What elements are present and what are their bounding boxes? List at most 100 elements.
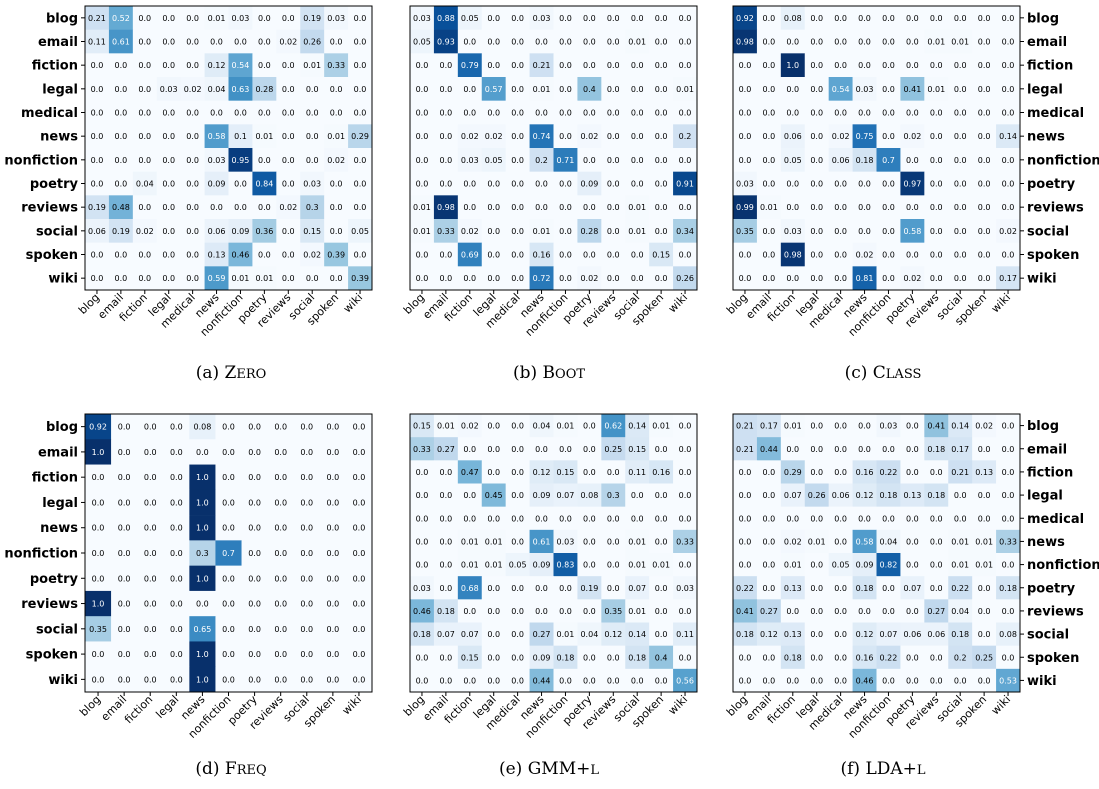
cell-value-label: 0.0 [330, 203, 343, 212]
cell-value-label: 0.0 [162, 227, 175, 236]
cell-value-label: 0.18 [437, 607, 455, 616]
heatmap-cell [948, 53, 973, 78]
heatmap-cell [601, 622, 626, 646]
heatmap-cell [601, 100, 626, 125]
heatmap-cell [852, 553, 877, 577]
cell-value-label: 0.0 [274, 675, 287, 684]
cell-value-label: 0.0 [274, 650, 287, 659]
heatmap-cell [410, 414, 435, 438]
cell-value-label: 0.0 [631, 491, 644, 500]
cell-value-label: 0.17 [951, 445, 969, 454]
heatmap-cell [252, 195, 277, 220]
cell-value-label: 0.0 [655, 38, 668, 47]
heatmap-cell [505, 576, 530, 600]
heatmap-cell [852, 460, 877, 484]
cell-value-label: 0.0 [487, 445, 500, 454]
heatmap-cell [948, 599, 973, 623]
cell-value-label: 0.0 [834, 14, 847, 23]
caption-small-caps: OOT [555, 367, 585, 382]
cell-value-label: 0.13 [975, 468, 993, 477]
heatmap-cell [111, 464, 138, 491]
cell-value-label: 0.0 [248, 524, 261, 533]
caption-small-caps: REQ [237, 763, 267, 778]
cell-value-label: 0.0 [559, 251, 572, 260]
heatmap-cell [276, 195, 301, 220]
heatmap-cell [324, 219, 349, 243]
heatmap-cell [137, 489, 164, 516]
cell-value-label: 0.0 [906, 38, 919, 47]
cell-value-label: 0.06 [832, 491, 850, 500]
cell-value-label: 0.18 [927, 491, 945, 500]
cell-value-label: 0.0 [440, 274, 453, 283]
panel-caption: (d) FREQ [195, 759, 266, 779]
cell-value-label: 0.25 [604, 445, 622, 454]
heatmap-cell [601, 195, 626, 220]
cell-value-label: 0.97 [903, 180, 921, 189]
caption-prefix: (a) [196, 363, 225, 383]
cell-value-label: 0.0 [679, 251, 692, 260]
cell-value-label: 0.0 [607, 468, 620, 477]
heatmap-cell [189, 590, 216, 617]
heatmap-cell [673, 77, 698, 101]
heatmap-cell [180, 100, 205, 125]
heatmap-cell [276, 100, 301, 125]
cell-value-label: 0.0 [906, 561, 919, 570]
heatmap-cell [996, 195, 1021, 220]
heatmap-cell [996, 622, 1021, 646]
heatmap-cell [156, 195, 181, 220]
cell-value-label: 0.0 [282, 132, 295, 141]
heatmap-cell [852, 77, 877, 101]
cell-value-label: 0.0 [763, 676, 776, 685]
heatmap-cell [241, 616, 268, 642]
cell-value-label: 0.0 [763, 14, 776, 23]
cell-value-label: 0.0 [535, 445, 548, 454]
heatmap-cell [924, 553, 949, 577]
heatmap-cell [319, 590, 347, 617]
heatmap-cell [410, 100, 435, 125]
heatmap-cell [673, 148, 698, 172]
heatmap-cell [241, 565, 268, 592]
cell-value-label: 0.0 [882, 251, 895, 260]
cell-value-label: 0.0 [210, 109, 223, 118]
cell-value-label: 0.0 [118, 524, 131, 533]
row-label: fiction [32, 471, 78, 486]
heatmap-cell [433, 148, 459, 172]
cell-value-label: 0.03 [736, 180, 754, 189]
heatmap-cell [108, 242, 134, 267]
cell-value-label: 0.98 [784, 251, 802, 260]
heatmap-cell [529, 171, 554, 196]
cell-value-label: 0.0 [559, 676, 572, 685]
cell-value-label: 0.0 [882, 14, 895, 23]
cell-value-label: 0.0 [1002, 653, 1015, 662]
heatmap-cell [804, 576, 829, 600]
cell-value-label: 0.92 [736, 14, 754, 23]
heatmap-cell [780, 529, 806, 554]
cell-value-label: 0.0 [144, 423, 157, 432]
cell-value-label: 0.0 [739, 468, 752, 477]
cell-value-label: 0.0 [858, 227, 871, 236]
heatmap-cell [137, 565, 164, 592]
heatmap-cell [108, 77, 134, 101]
cell-value-label: 0.0 [222, 473, 235, 482]
heatmap-cell [900, 148, 925, 172]
heatmap-cell [252, 29, 277, 54]
heatmap-cell [293, 666, 321, 693]
cell-value-label: 0.0 [118, 448, 131, 457]
cell-value-label: 0.0 [631, 180, 644, 189]
cell-value-label: 0.0 [138, 251, 151, 260]
cell-value-label: 0.0 [559, 274, 572, 283]
cell-value-label: 0.04 [208, 85, 226, 94]
cell-value-label: 0.0 [1002, 109, 1015, 118]
heatmap-cell [132, 266, 158, 291]
cell-value-label: 0.15 [303, 227, 321, 236]
heatmap-cell [828, 219, 853, 243]
heatmap-cell [241, 489, 268, 516]
heatmap-cell [156, 171, 181, 196]
cell-value-label: 0.14 [951, 422, 969, 431]
cell-value-label: 0.06 [903, 630, 921, 639]
cell-value-label: 0.0 [463, 274, 476, 283]
heatmap-cell [804, 483, 829, 507]
heatmap-cell [972, 553, 997, 577]
heatmap-cell [625, 242, 650, 267]
cell-value-label: 0.0 [978, 514, 991, 523]
